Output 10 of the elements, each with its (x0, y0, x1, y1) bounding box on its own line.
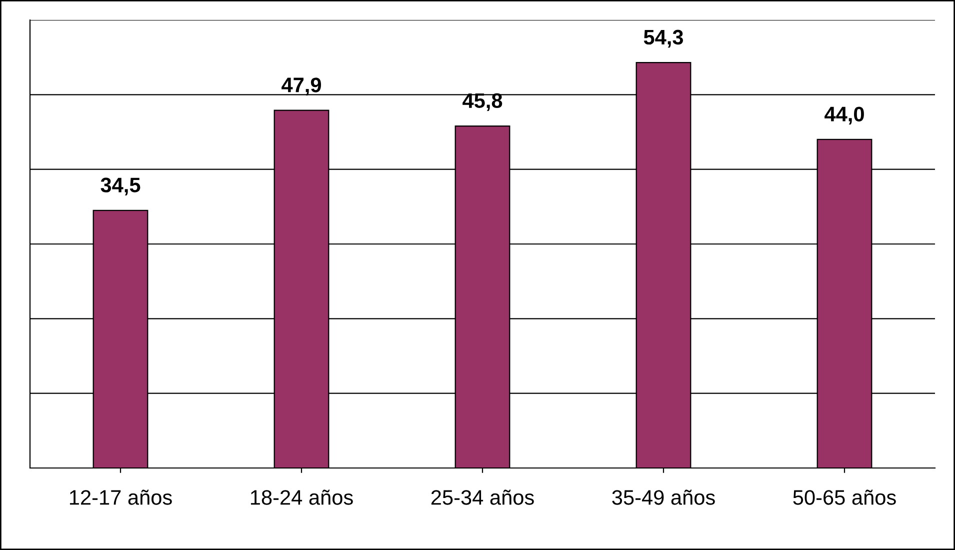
x-tick-label: 25-34 años (431, 490, 534, 505)
data-label: 45,8 (462, 93, 502, 112)
data-label: 34,5 (100, 178, 140, 196)
x-tick-label: 18-24 años (250, 490, 353, 505)
data-label: 44,0 (824, 106, 864, 124)
x-tick-label: 50-65 años (793, 490, 896, 505)
data-label: 54,3 (644, 30, 684, 48)
data-label: 47,9 (282, 78, 322, 96)
x-tick-label: 35-49 años (612, 490, 715, 505)
x-tick-label: 12-17 años (70, 490, 172, 505)
